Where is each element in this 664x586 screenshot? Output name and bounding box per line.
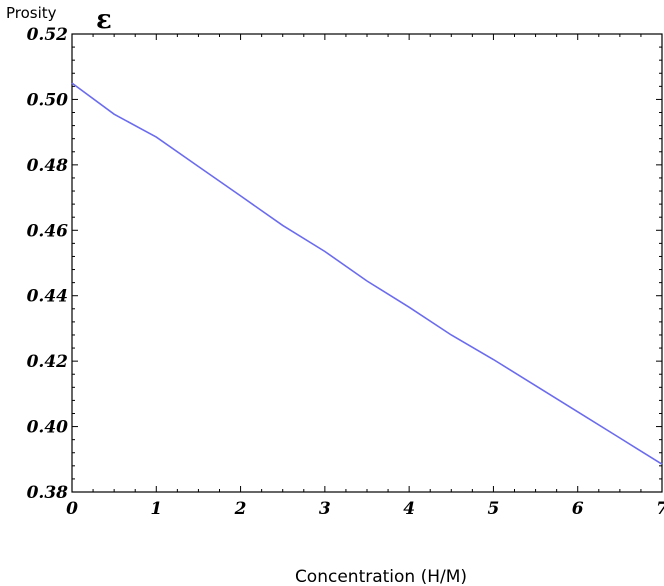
y-tick-label: 0.52 [27, 25, 69, 45]
series-line [71, 82, 663, 465]
y-tick-label: 0.38 [27, 483, 69, 503]
y-tick-label: 0.48 [27, 156, 69, 176]
y-tick-label: 0.42 [27, 352, 69, 372]
y-axis: 0.38 0.40 0.42 0.44 0.46 0.48 0.50 0.52 [27, 25, 662, 503]
x-tick-label: 0 [66, 499, 78, 519]
y-axis-label: Prosity [6, 4, 57, 22]
x-tick-label: 6 [572, 499, 584, 519]
x-tick-label: 7 [656, 499, 664, 519]
x-axis-label: Concentration (H/M) [295, 567, 467, 586]
series-layer [71, 82, 663, 465]
x-tick-label: 3 [319, 499, 331, 519]
y-tick-label: 0.44 [27, 287, 68, 307]
x-tick-label: 1 [150, 499, 162, 519]
x-tick-label: 5 [488, 499, 500, 519]
x-tick-label: 2 [234, 499, 247, 519]
y-tick-label: 0.46 [27, 221, 69, 241]
x-tick-label: 4 [403, 499, 415, 519]
y-axis-symbol: ε [96, 5, 112, 35]
plot-frame [71, 33, 663, 493]
x-axis: 0 1 2 3 4 5 6 7 [66, 34, 664, 519]
y-tick-label: 0.40 [27, 418, 69, 438]
y-tick-label: 0.50 [27, 90, 69, 110]
